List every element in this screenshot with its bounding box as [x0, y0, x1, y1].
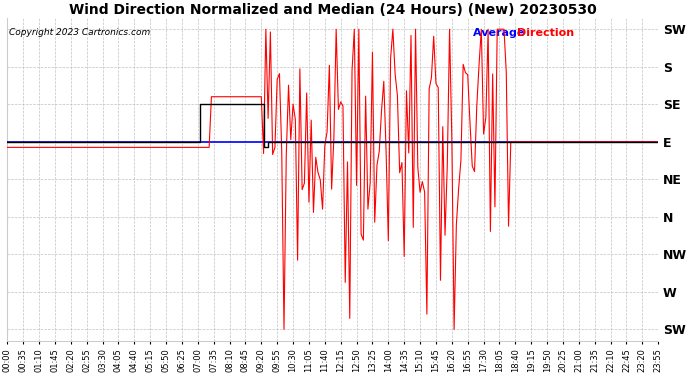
Text: Copyright 2023 Cartronics.com: Copyright 2023 Cartronics.com [8, 28, 150, 37]
Text: Direction: Direction [517, 28, 574, 38]
Title: Wind Direction Normalized and Median (24 Hours) (New) 20230530: Wind Direction Normalized and Median (24… [69, 3, 597, 17]
Text: Average: Average [473, 28, 528, 38]
